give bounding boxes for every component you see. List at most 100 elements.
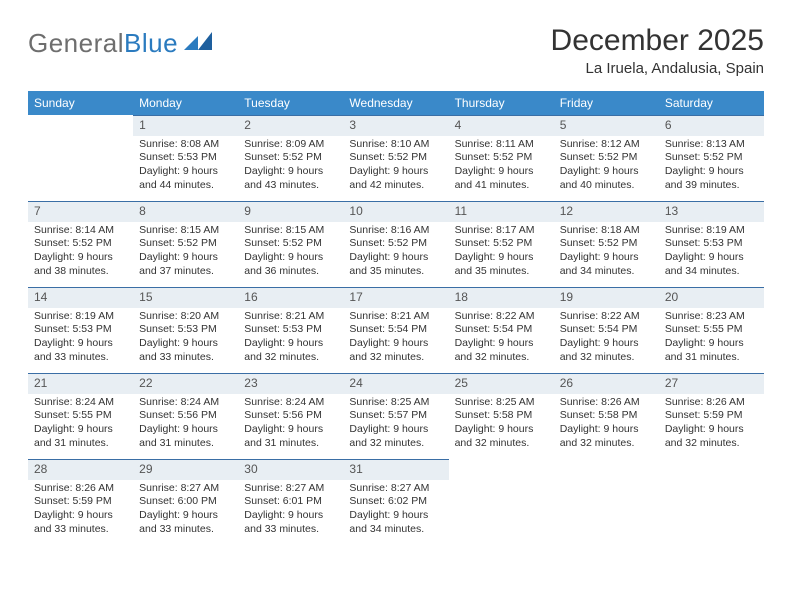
sunrise-text: Sunrise: 8:16 AM [349,224,442,238]
sunset-text: Sunset: 5:52 PM [34,237,127,251]
calendar-cell: 25Sunrise: 8:25 AMSunset: 5:58 PMDayligh… [449,373,554,459]
calendar-cell: 3Sunrise: 8:10 AMSunset: 5:52 PMDaylight… [343,115,448,201]
sunset-text: Sunset: 5:53 PM [139,323,232,337]
logo-text: GeneralBlue [28,28,178,59]
daylight-text: Daylight: 9 hours [560,423,653,437]
calendar-row: 7Sunrise: 8:14 AMSunset: 5:52 PMDaylight… [28,201,764,287]
location: La Iruela, Andalusia, Spain [551,60,764,77]
daylight-text: Daylight: 9 hours [455,337,548,351]
day-number: 6 [659,115,764,136]
day-details: Sunrise: 8:25 AMSunset: 5:58 PMDaylight:… [449,396,554,457]
day-number: 29 [133,459,238,480]
calendar-cell: 29Sunrise: 8:27 AMSunset: 6:00 PMDayligh… [133,459,238,545]
day-number: 22 [133,373,238,394]
daylight-text: and 35 minutes. [455,265,548,279]
daylight-text: and 42 minutes. [349,179,442,193]
sunrise-text: Sunrise: 8:21 AM [244,310,337,324]
calendar-head: Sunday Monday Tuesday Wednesday Thursday… [28,91,764,115]
day-details: Sunrise: 8:10 AMSunset: 5:52 PMDaylight:… [343,138,448,199]
day-details: Sunrise: 8:08 AMSunset: 5:53 PMDaylight:… [133,138,238,199]
daylight-text: and 32 minutes. [560,351,653,365]
day-number: 13 [659,201,764,222]
sunrise-text: Sunrise: 8:21 AM [349,310,442,324]
day-number: 24 [343,373,448,394]
page-header: GeneralBlue December 2025 La Iruela, And… [28,24,764,77]
daylight-text: Daylight: 9 hours [665,251,758,265]
day-details: Sunrise: 8:11 AMSunset: 5:52 PMDaylight:… [449,138,554,199]
sunset-text: Sunset: 5:53 PM [665,237,758,251]
daylight-text: Daylight: 9 hours [665,337,758,351]
calendar-cell [28,115,133,201]
day-number: 20 [659,287,764,308]
calendar-row: 21Sunrise: 8:24 AMSunset: 5:55 PMDayligh… [28,373,764,459]
daylight-text: Daylight: 9 hours [455,251,548,265]
day-details: Sunrise: 8:27 AMSunset: 6:00 PMDaylight:… [133,482,238,543]
dayname-wed: Wednesday [343,91,448,115]
daylight-text: and 31 minutes. [665,351,758,365]
sunset-text: Sunset: 5:56 PM [244,409,337,423]
calendar-cell: 10Sunrise: 8:16 AMSunset: 5:52 PMDayligh… [343,201,448,287]
daylight-text: Daylight: 9 hours [560,251,653,265]
daylight-text: and 32 minutes. [244,351,337,365]
calendar-cell: 18Sunrise: 8:22 AMSunset: 5:54 PMDayligh… [449,287,554,373]
daylight-text: Daylight: 9 hours [455,423,548,437]
sunrise-text: Sunrise: 8:27 AM [139,482,232,496]
calendar-cell: 12Sunrise: 8:18 AMSunset: 5:52 PMDayligh… [554,201,659,287]
calendar-cell: 16Sunrise: 8:21 AMSunset: 5:53 PMDayligh… [238,287,343,373]
day-number: 1 [133,115,238,136]
daylight-text: Daylight: 9 hours [139,165,232,179]
sunset-text: Sunset: 5:55 PM [665,323,758,337]
daylight-text: Daylight: 9 hours [665,423,758,437]
dayname-sun: Sunday [28,91,133,115]
dayname-fri: Friday [554,91,659,115]
calendar-cell: 19Sunrise: 8:22 AMSunset: 5:54 PMDayligh… [554,287,659,373]
calendar-cell: 28Sunrise: 8:26 AMSunset: 5:59 PMDayligh… [28,459,133,545]
sunset-text: Sunset: 5:58 PM [455,409,548,423]
day-details: Sunrise: 8:16 AMSunset: 5:52 PMDaylight:… [343,224,448,285]
day-details: Sunrise: 8:21 AMSunset: 5:54 PMDaylight:… [343,310,448,371]
daylight-text: Daylight: 9 hours [244,337,337,351]
calendar-cell: 13Sunrise: 8:19 AMSunset: 5:53 PMDayligh… [659,201,764,287]
calendar-cell: 26Sunrise: 8:26 AMSunset: 5:58 PMDayligh… [554,373,659,459]
daylight-text: Daylight: 9 hours [244,509,337,523]
daylight-text: Daylight: 9 hours [349,165,442,179]
day-number: 11 [449,201,554,222]
sunset-text: Sunset: 5:59 PM [665,409,758,423]
sunrise-text: Sunrise: 8:14 AM [34,224,127,238]
day-details: Sunrise: 8:15 AMSunset: 5:52 PMDaylight:… [133,224,238,285]
sunset-text: Sunset: 5:55 PM [34,409,127,423]
calendar-cell: 5Sunrise: 8:12 AMSunset: 5:52 PMDaylight… [554,115,659,201]
calendar-cell [554,459,659,545]
calendar-cell: 31Sunrise: 8:27 AMSunset: 6:02 PMDayligh… [343,459,448,545]
day-number: 15 [133,287,238,308]
daylight-text: and 44 minutes. [139,179,232,193]
calendar-cell: 21Sunrise: 8:24 AMSunset: 5:55 PMDayligh… [28,373,133,459]
sunset-text: Sunset: 5:53 PM [34,323,127,337]
sunset-text: Sunset: 5:52 PM [349,151,442,165]
dayname-thu: Thursday [449,91,554,115]
sunrise-text: Sunrise: 8:27 AM [349,482,442,496]
day-details: Sunrise: 8:21 AMSunset: 5:53 PMDaylight:… [238,310,343,371]
daylight-text: Daylight: 9 hours [34,251,127,265]
day-details: Sunrise: 8:23 AMSunset: 5:55 PMDaylight:… [659,310,764,371]
sunset-text: Sunset: 5:52 PM [244,237,337,251]
sunrise-text: Sunrise: 8:09 AM [244,138,337,152]
dayname-sat: Saturday [659,91,764,115]
daylight-text: Daylight: 9 hours [665,165,758,179]
daylight-text: and 39 minutes. [665,179,758,193]
calendar-row: 28Sunrise: 8:26 AMSunset: 5:59 PMDayligh… [28,459,764,545]
daylight-text: and 43 minutes. [244,179,337,193]
daylight-text: Daylight: 9 hours [349,423,442,437]
daylight-text: and 31 minutes. [139,437,232,451]
daylight-text: and 36 minutes. [244,265,337,279]
calendar-cell: 22Sunrise: 8:24 AMSunset: 5:56 PMDayligh… [133,373,238,459]
day-number: 23 [238,373,343,394]
daylight-text: and 32 minutes. [665,437,758,451]
day-details: Sunrise: 8:15 AMSunset: 5:52 PMDaylight:… [238,224,343,285]
day-details: Sunrise: 8:09 AMSunset: 5:52 PMDaylight:… [238,138,343,199]
daylight-text: and 38 minutes. [34,265,127,279]
day-number: 25 [449,373,554,394]
calendar-cell: 27Sunrise: 8:26 AMSunset: 5:59 PMDayligh… [659,373,764,459]
calendar-cell: 8Sunrise: 8:15 AMSunset: 5:52 PMDaylight… [133,201,238,287]
day-details: Sunrise: 8:26 AMSunset: 5:59 PMDaylight:… [659,396,764,457]
